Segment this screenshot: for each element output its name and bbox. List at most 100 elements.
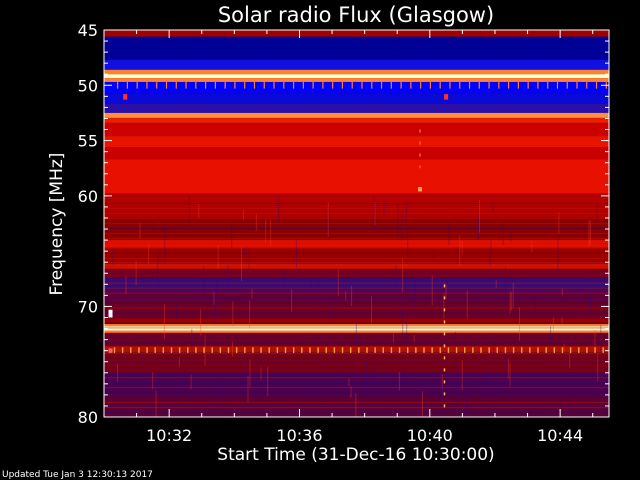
heatmap-streak bbox=[479, 199, 481, 233]
heatmap-streak bbox=[603, 388, 605, 417]
heatmap-dot bbox=[586, 81, 588, 89]
heatmap-streak bbox=[178, 357, 180, 367]
heatmap-streak bbox=[351, 285, 353, 306]
heatmap-dot bbox=[351, 81, 353, 89]
heatmap-dot bbox=[410, 81, 412, 89]
heatmap-streak bbox=[590, 292, 592, 311]
heatmap-channel bbox=[104, 208, 609, 210]
heatmap-dot bbox=[205, 81, 207, 89]
heatmap-dot bbox=[488, 81, 490, 89]
heatmap-streak bbox=[445, 283, 447, 300]
heatmap-dot bbox=[423, 347, 425, 353]
heatmap-channel bbox=[104, 347, 609, 349]
heatmap-streak bbox=[561, 288, 563, 296]
heatmap-streak bbox=[244, 247, 246, 257]
heatmap-streak bbox=[371, 296, 373, 324]
heatmap-dot bbox=[496, 347, 498, 353]
heatmap-streak bbox=[117, 363, 119, 383]
y-tick-label: 55 bbox=[78, 132, 98, 151]
heatmap-band bbox=[104, 117, 609, 123]
heatmap-band bbox=[104, 277, 609, 291]
heatmap-dot bbox=[126, 81, 129, 89]
heatmap-dot bbox=[576, 81, 578, 89]
y-tick-label: 60 bbox=[78, 187, 98, 206]
heatmap-dot bbox=[537, 81, 539, 89]
heatmap-dot bbox=[390, 81, 392, 89]
heatmap-dot bbox=[273, 81, 275, 89]
heatmap-dot bbox=[504, 347, 507, 353]
heatmap-band bbox=[104, 30, 609, 37]
heatmap-dot bbox=[566, 81, 568, 89]
heatmap-band bbox=[104, 317, 609, 325]
heatmap-channel bbox=[104, 357, 609, 359]
heatmap-streak bbox=[348, 378, 350, 386]
heatmap-streak bbox=[406, 200, 408, 218]
heatmap-band bbox=[104, 112, 609, 118]
heatmap-streak bbox=[490, 240, 492, 252]
heatmap-dot bbox=[478, 81, 480, 89]
heatmap-dot bbox=[578, 347, 580, 353]
heatmap-channel bbox=[104, 267, 609, 269]
heatmap-channel bbox=[104, 232, 609, 234]
heatmap-band bbox=[104, 346, 609, 354]
heatmap-streak bbox=[291, 289, 293, 313]
heatmap-channel bbox=[104, 297, 609, 299]
heatmap-dot bbox=[602, 347, 604, 353]
heatmap-channel bbox=[104, 402, 609, 404]
heatmap-dot bbox=[156, 81, 158, 89]
heatmap-streak bbox=[330, 297, 332, 324]
heatmap-channel bbox=[104, 222, 609, 224]
heatmap-streak bbox=[442, 380, 444, 399]
heatmap-band bbox=[104, 69, 609, 75]
heatmap-streak bbox=[509, 361, 511, 387]
heatmap-streak bbox=[422, 391, 424, 417]
heatmap-streak bbox=[317, 280, 319, 290]
heatmap-dot bbox=[455, 347, 458, 353]
heatmap-streak bbox=[327, 202, 329, 237]
heatmap-dot bbox=[415, 347, 417, 353]
heatmap-streak bbox=[407, 232, 409, 258]
heatmap-band bbox=[104, 104, 609, 113]
heatmap-streak bbox=[569, 351, 571, 369]
heatmap-dot bbox=[253, 81, 256, 89]
heatmap-channel bbox=[104, 272, 609, 274]
heatmap-dot bbox=[553, 347, 556, 353]
heatmap-streak bbox=[402, 309, 404, 335]
heatmap-dot bbox=[332, 81, 334, 89]
heatmap-channel bbox=[104, 212, 609, 214]
heatmap-streak bbox=[374, 364, 376, 392]
heatmap-dot bbox=[431, 347, 433, 353]
heatmap-streak bbox=[265, 219, 267, 243]
heatmap-streak bbox=[459, 235, 461, 267]
heatmap-streak bbox=[112, 249, 114, 265]
heatmap-dot bbox=[468, 81, 471, 89]
heatmap-dot bbox=[302, 81, 304, 89]
heatmap-streak bbox=[414, 275, 416, 309]
y-tick-labels: 45 50 55 60 70 80 bbox=[78, 21, 98, 427]
heatmap-area bbox=[104, 30, 609, 417]
burst-spot bbox=[108, 348, 113, 353]
heatmap-channel bbox=[104, 382, 609, 384]
heatmap-streak bbox=[461, 240, 463, 256]
heatmap-streak bbox=[395, 264, 397, 284]
heatmap-streak bbox=[558, 212, 560, 234]
heatmap-channel bbox=[104, 407, 609, 409]
heatmap-streak bbox=[246, 353, 248, 390]
heatmap-band bbox=[104, 122, 609, 137]
heatmap-channel bbox=[104, 367, 609, 369]
heatmap-dot bbox=[214, 81, 216, 89]
heatmap-channel bbox=[104, 392, 609, 394]
heatmap-streak bbox=[404, 278, 406, 299]
heatmap-dot bbox=[130, 347, 132, 353]
heatmap-dot bbox=[121, 347, 124, 353]
y-tick-label: 45 bbox=[78, 21, 98, 40]
heatmap-streak bbox=[141, 350, 143, 371]
heatmap-dot bbox=[195, 81, 197, 89]
heatmap-streak bbox=[401, 214, 403, 241]
heatmap-dot bbox=[398, 347, 401, 353]
heatmap-dot bbox=[508, 81, 510, 89]
heatmap-streak bbox=[507, 358, 509, 379]
heatmap-streak bbox=[227, 264, 229, 285]
heatmap-band bbox=[104, 372, 609, 395]
